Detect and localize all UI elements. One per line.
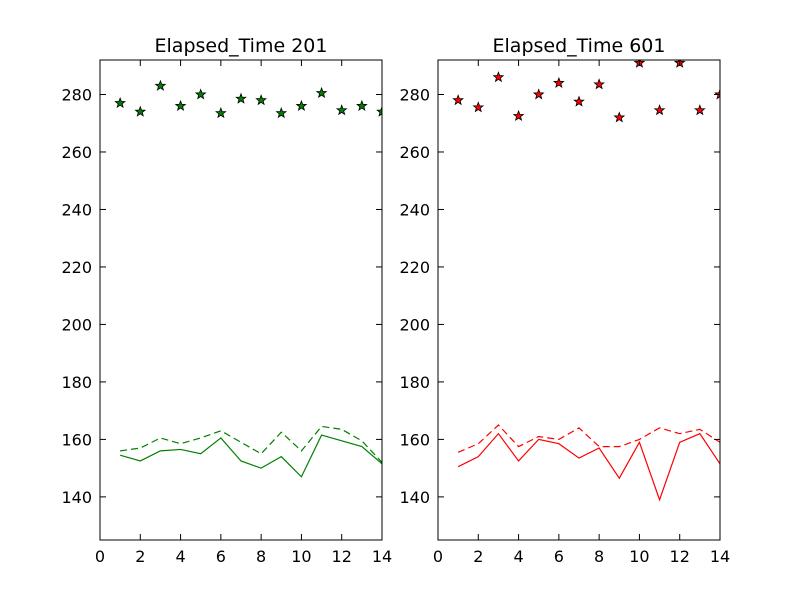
x-tick-label: 10	[291, 547, 311, 566]
x-tick-label: 12	[670, 547, 690, 566]
y-tick-label: 280	[399, 85, 430, 104]
plot-area-right: 0 2 4 6 8 10 12 14 140 160 180 200 220 240 260 280	[399, 59, 730, 566]
x-tick-label: 4	[175, 547, 185, 566]
solid-series-line	[119, 434, 382, 478]
y-tick-label: 260	[61, 143, 92, 162]
star-marker	[235, 92, 247, 104]
x-tick-label: 10	[629, 547, 649, 566]
x-tick-label: 14	[710, 547, 730, 566]
star-marker	[194, 88, 207, 100]
y-tick-label: 200	[61, 315, 92, 334]
star-marker	[335, 104, 348, 116]
y-tick-label: 240	[61, 200, 92, 219]
x-tick-label: 8	[256, 547, 266, 566]
star-marker	[174, 99, 187, 111]
dashed-series-line	[457, 424, 720, 453]
dashed-series-line	[120, 425, 382, 463]
solid-series-line	[457, 432, 720, 502]
star-marker	[154, 79, 167, 91]
axes-frame-right	[437, 59, 721, 541]
star-marker	[452, 94, 464, 106]
x-tick-label: 6	[554, 547, 564, 566]
star-marker	[315, 86, 328, 99]
star-marker	[472, 101, 485, 113]
star-marker	[573, 95, 585, 107]
y-tick-label: 260	[399, 143, 430, 162]
y-tick-label: 140	[61, 488, 92, 507]
star-marker	[553, 76, 565, 88]
y-tick-label: 200	[399, 315, 430, 334]
x-tick-label: 0	[95, 547, 105, 566]
x-tick-label: 2	[135, 547, 145, 566]
plot-area-left: 0 2 4 6 8 10 12 14 140 160 180 200 220 240 260 280	[61, 59, 392, 566]
y-tick-label: 160	[61, 430, 92, 449]
star-marker	[512, 109, 525, 122]
y-tick-label: 220	[399, 258, 430, 277]
star-marker	[653, 104, 666, 116]
star-marker	[376, 105, 382, 117]
x-tick-label: 2	[473, 547, 483, 566]
x-tick-label: 4	[513, 547, 523, 566]
y-tick-label: 180	[61, 373, 92, 392]
star-marker	[532, 88, 545, 100]
chart-title-right: Elapsed_Time 601	[493, 35, 666, 57]
x-tick-label: 14	[372, 547, 392, 566]
star-marker	[255, 94, 267, 106]
y-tick-label: 140	[399, 488, 430, 507]
series-group-left	[114, 79, 382, 478]
axes-frame-left	[99, 59, 383, 541]
chart-title-left: Elapsed_Time 201	[155, 35, 328, 57]
chart-panel-left: Elapsed_Time 201 0 2 4 6 8 10 12 14 140 160 180 200…	[61, 35, 392, 566]
star-marker	[694, 104, 706, 116]
x-tick-label: 8	[594, 547, 604, 566]
y-tick-label: 280	[61, 85, 92, 104]
y-tick-label: 180	[399, 373, 430, 392]
star-marker	[215, 107, 227, 119]
star-marker	[593, 78, 605, 90]
y-tick-label: 160	[399, 430, 430, 449]
star-marker	[492, 71, 505, 83]
y-tick-label: 220	[61, 258, 92, 277]
star-marker	[295, 99, 308, 111]
chart-panel-right: Elapsed_Time 601 0 2 4 6 8 10 12 14 140 160 180 200…	[399, 35, 730, 566]
x-tick-label: 6	[216, 547, 226, 566]
star-marker	[275, 107, 288, 119]
x-tick-label: 12	[332, 547, 352, 566]
star-marker	[356, 99, 368, 111]
star-marker	[134, 105, 147, 117]
star-marker	[613, 111, 626, 123]
y-tick-label: 240	[399, 200, 430, 219]
star-marker	[114, 96, 126, 109]
x-tick-label: 0	[433, 547, 443, 566]
